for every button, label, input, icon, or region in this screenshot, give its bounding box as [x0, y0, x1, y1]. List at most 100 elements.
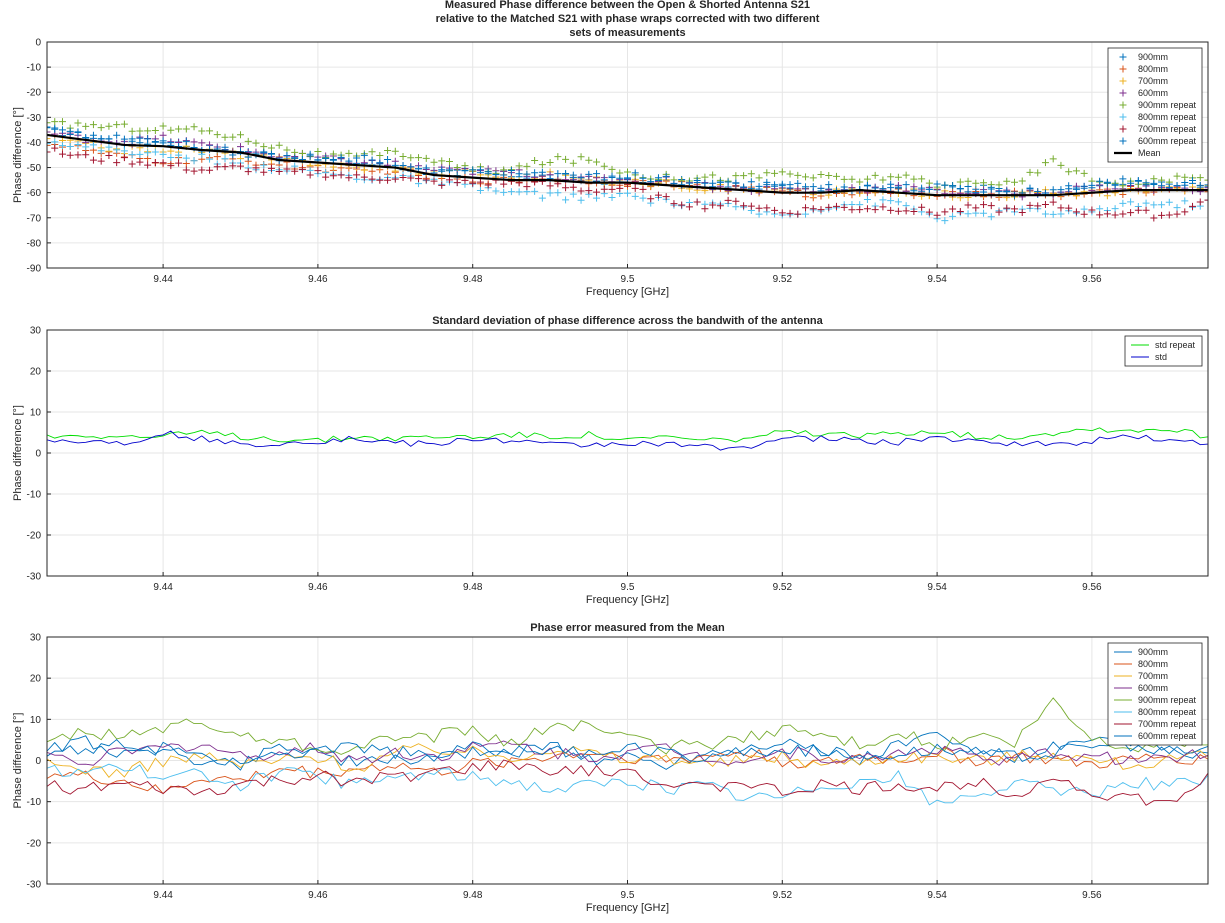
data-point-600mm-repeat	[1181, 181, 1189, 189]
data-point-900mm-repeat	[298, 149, 306, 157]
data-point-900mm-repeat	[82, 122, 90, 130]
data-point-600mm-repeat	[1088, 181, 1096, 189]
legend-entry: 700mm repeat	[1138, 719, 1197, 729]
x-tick-label: 9.5	[621, 890, 635, 901]
legend-entry: 600mm	[1138, 683, 1168, 693]
data-point-900mm-repeat	[856, 178, 864, 186]
data-point-600mm-repeat	[1003, 187, 1011, 195]
data-point-600mm-repeat	[461, 166, 469, 174]
data-point-600mm-repeat	[608, 172, 616, 180]
data-point-800mm-repeat	[206, 155, 214, 163]
data-point-900mm-repeat	[384, 147, 392, 155]
data-point-600mm-repeat	[515, 170, 523, 178]
data-point-800mm-repeat	[1158, 201, 1166, 209]
data-point-900mm-repeat	[105, 122, 113, 130]
data-point-700mm-repeat	[221, 163, 229, 171]
data-point-800mm-repeat	[66, 142, 74, 150]
data-point-900mm-repeat	[89, 121, 97, 129]
data-point-900mm-repeat	[229, 133, 237, 141]
data-point-700mm-repeat	[771, 206, 779, 214]
data-point-700mm-repeat	[376, 176, 384, 184]
data-point-700mm-repeat	[778, 209, 786, 217]
data-point-900mm-repeat	[515, 162, 523, 170]
series-line-800mm-repeat	[47, 763, 1208, 806]
data-point-900mm-repeat	[732, 172, 740, 180]
data-point-900mm-repeat	[709, 171, 717, 179]
data-point-700mm-repeat	[894, 207, 902, 215]
data-point-700mm-repeat	[353, 171, 361, 179]
data-point-800mm-repeat	[507, 188, 515, 196]
data-point-700mm	[47, 135, 51, 143]
data-point-700mm-repeat	[252, 164, 260, 172]
data-point-900mm-repeat	[817, 171, 825, 179]
data-point-700mm-repeat	[678, 201, 686, 209]
data-point-900mm-repeat	[1173, 172, 1181, 180]
data-point-700mm-repeat	[453, 179, 461, 187]
data-point-600mm-repeat	[368, 156, 376, 164]
data-point-800mm-repeat	[47, 140, 51, 148]
data-point-900mm-repeat	[523, 162, 531, 170]
legend-marker	[1119, 101, 1127, 109]
data-point-700mm-repeat	[58, 150, 66, 158]
data-point-600mm-repeat	[863, 181, 871, 189]
data-point-700mm-repeat	[1111, 211, 1119, 219]
data-point-800mm-repeat	[1111, 205, 1119, 213]
data-point-700mm-repeat	[329, 172, 337, 180]
y-tick-label: -50	[27, 163, 42, 174]
data-point-600mm-repeat	[1103, 179, 1111, 187]
series-line-std	[47, 430, 1208, 451]
data-point-900mm-repeat	[531, 157, 539, 165]
x-tick-label: 9.52	[773, 582, 793, 593]
data-point-600mm-repeat	[136, 134, 144, 142]
data-point-900mm-repeat	[422, 154, 430, 162]
data-point-700mm-repeat	[925, 208, 933, 216]
data-point-600mm-repeat	[732, 179, 740, 187]
legend-entry: 800mm repeat	[1138, 112, 1197, 122]
data-point-600mm-repeat	[167, 139, 175, 147]
data-point-600mm-repeat	[654, 174, 662, 182]
data-point-700mm-repeat	[709, 201, 717, 209]
data-point-700mm-repeat	[747, 202, 755, 210]
data-point-700mm-repeat	[500, 180, 508, 188]
data-point-700mm-repeat	[902, 207, 910, 215]
data-point-900mm-repeat	[879, 176, 887, 184]
data-point-800mm-repeat	[51, 138, 59, 146]
x-tick-label: 9.46	[308, 274, 328, 285]
series-line-700mm	[47, 743, 1208, 778]
data-point-800mm-repeat	[577, 196, 585, 204]
data-point-900mm-repeat	[291, 148, 299, 156]
data-point-700mm-repeat	[1072, 208, 1080, 216]
series-group	[47, 427, 1208, 451]
data-point-900mm-repeat	[1065, 168, 1073, 176]
data-point-800mm-repeat	[82, 143, 90, 151]
data-point-800mm-repeat	[1049, 210, 1057, 218]
data-point-800mm	[213, 153, 221, 161]
legend-marker	[1119, 77, 1127, 85]
data-point-900mm-repeat	[562, 155, 570, 163]
data-point-600mm-repeat	[956, 185, 964, 193]
data-point-800mm	[47, 141, 51, 149]
data-point-700mm-repeat	[724, 196, 732, 204]
data-point-600mm-repeat	[1026, 185, 1034, 193]
data-point-700mm-repeat	[105, 151, 113, 159]
data-point-900mm-repeat	[863, 175, 871, 183]
data-point-700mm-repeat	[438, 181, 446, 189]
data-point-900mm-repeat	[554, 153, 562, 161]
legend-entry: 900mm	[1138, 647, 1168, 657]
data-point-600mm-repeat	[925, 185, 933, 193]
data-point-900mm-repeat	[58, 118, 66, 126]
data-point-700mm-repeat	[206, 166, 214, 174]
y-tick-label: -90	[27, 264, 42, 275]
series-line-mean	[47, 133, 1208, 197]
data-point-900mm-repeat	[925, 179, 933, 187]
data-point-800mm-repeat	[1165, 198, 1173, 206]
legend-entry: 800mm	[1138, 659, 1168, 669]
x-tick-label: 9.56	[1082, 274, 1102, 285]
legend-marker	[1119, 113, 1127, 121]
data-point-700mm-repeat	[1003, 204, 1011, 212]
data-point-900mm-repeat	[887, 173, 895, 181]
data-point-800mm-repeat	[74, 140, 82, 148]
data-point-800mm-repeat	[476, 186, 484, 194]
data-point-700mm-repeat	[306, 171, 314, 179]
data-point-900mm-repeat	[747, 170, 755, 178]
